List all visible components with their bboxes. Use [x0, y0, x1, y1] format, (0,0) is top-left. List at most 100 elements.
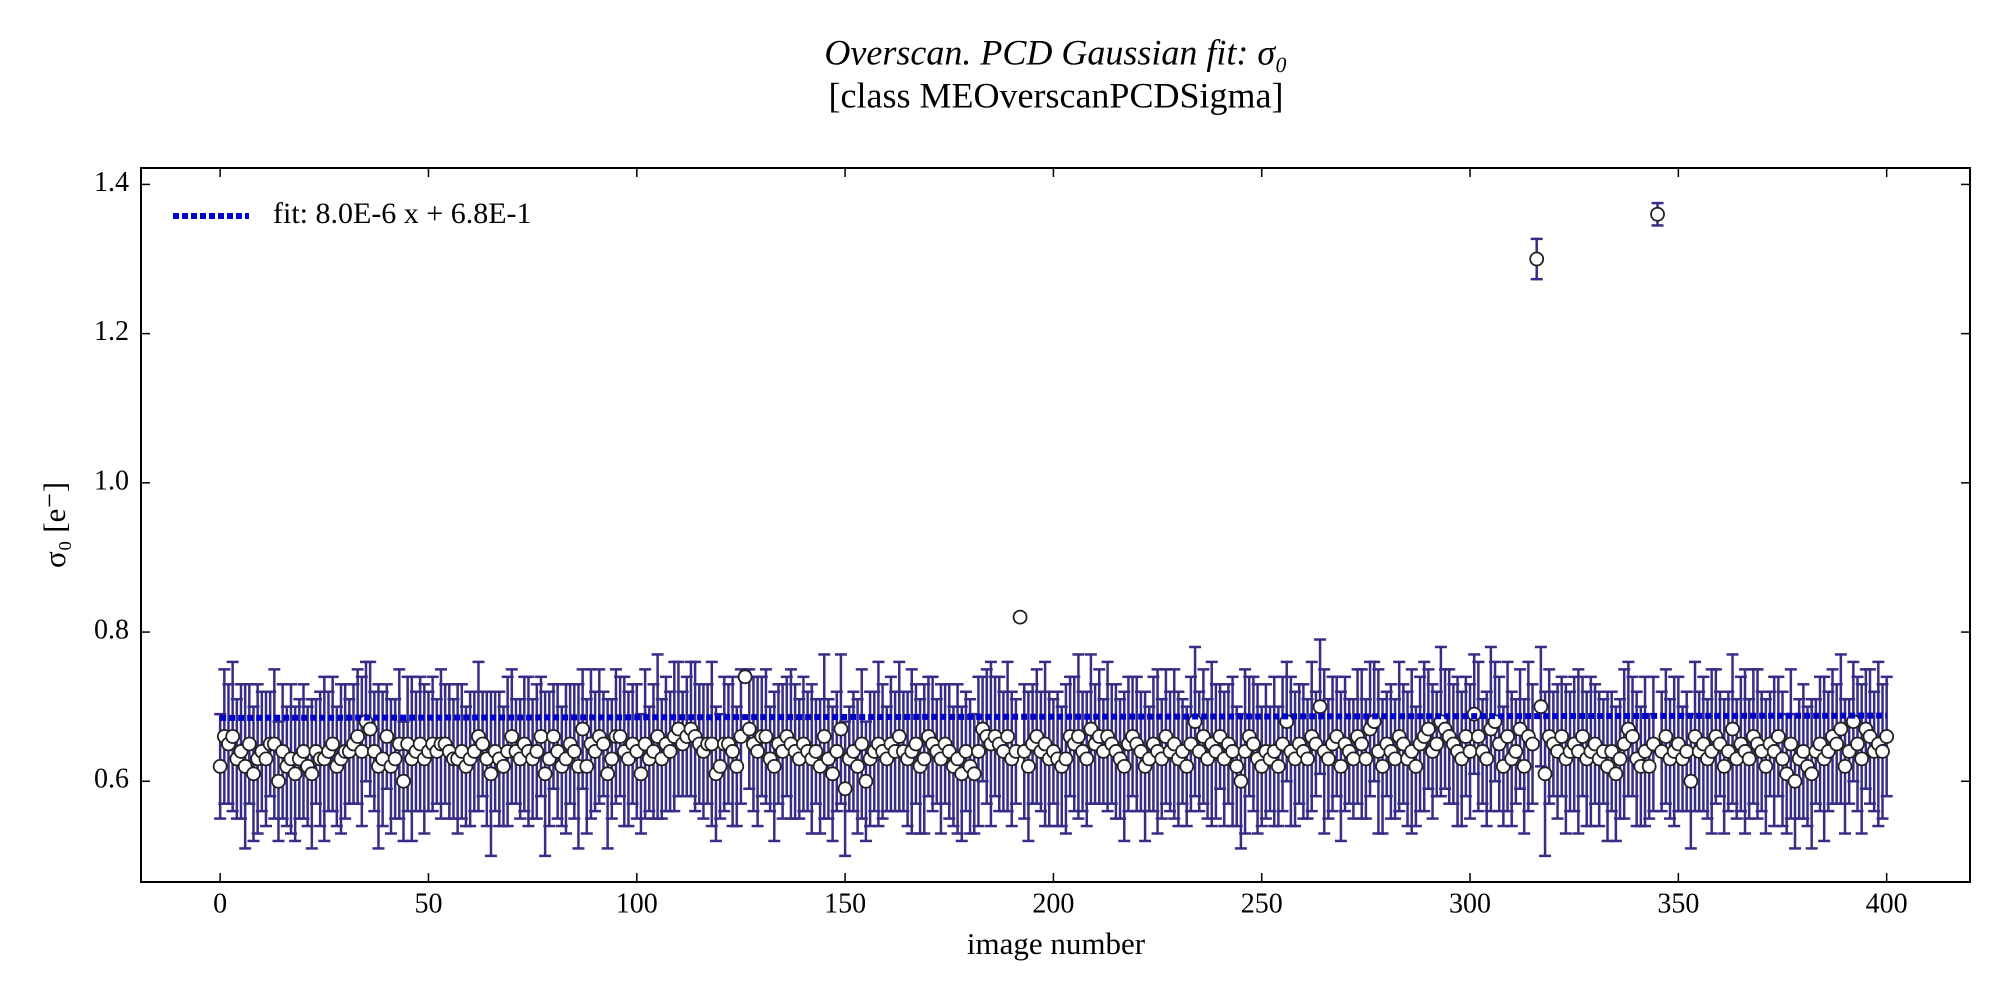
point	[662, 744, 678, 759]
x-tick-label: 100	[616, 888, 658, 919]
point	[1837, 758, 1853, 774]
point	[712, 758, 728, 774]
y-tick-label: 0.8	[94, 614, 129, 645]
point	[1470, 729, 1486, 744]
point	[246, 766, 261, 782]
point	[1533, 699, 1549, 715]
point	[483, 766, 499, 782]
point	[1358, 751, 1374, 767]
point	[1787, 773, 1803, 789]
chart-title: Overscan. PCD Gaussian fit: σ₀	[824, 32, 1287, 72]
point	[1458, 729, 1474, 744]
point	[1625, 729, 1640, 744]
legend-label: fit: 8.0E-6 x + 6.8E-1	[273, 197, 532, 230]
point	[1658, 729, 1674, 744]
point	[1408, 758, 1424, 774]
point	[258, 751, 274, 767]
point	[271, 773, 286, 789]
point	[1854, 751, 1870, 767]
point	[958, 744, 974, 759]
x-tick-label: 250	[1241, 888, 1283, 919]
point	[1554, 729, 1570, 744]
point	[579, 758, 595, 774]
point	[837, 781, 853, 797]
point	[1608, 766, 1624, 782]
chart-subtitle: [class MEOverscanPCDSigma]	[829, 75, 1284, 115]
point	[354, 744, 370, 759]
point	[966, 766, 982, 782]
point	[1529, 251, 1545, 267]
y-tick-label: 1.2	[94, 316, 129, 347]
point	[1650, 206, 1665, 222]
point	[1345, 751, 1361, 767]
point	[529, 744, 545, 759]
point	[1312, 699, 1328, 715]
point	[1429, 736, 1445, 752]
point	[1320, 751, 1336, 767]
point	[1179, 758, 1195, 774]
x-tick-label: 300	[1449, 888, 1491, 919]
point	[766, 758, 782, 774]
point	[1079, 751, 1095, 767]
point	[504, 729, 520, 744]
point	[1462, 744, 1478, 759]
point	[475, 736, 491, 752]
point	[612, 729, 628, 744]
y-tick-label: 0.6	[94, 764, 129, 795]
point	[362, 721, 378, 737]
point	[387, 751, 403, 767]
point	[808, 744, 824, 759]
point	[287, 766, 303, 782]
point	[1575, 729, 1590, 744]
point	[1270, 758, 1286, 774]
point	[1783, 736, 1799, 752]
point	[633, 766, 649, 782]
point	[575, 721, 591, 737]
point	[854, 736, 870, 752]
point	[1387, 751, 1403, 767]
point	[1420, 721, 1436, 737]
point	[533, 729, 549, 744]
point	[546, 729, 561, 744]
point	[1879, 729, 1895, 744]
point	[1225, 744, 1240, 759]
point	[1770, 729, 1786, 744]
point	[1354, 736, 1370, 752]
point	[325, 736, 341, 752]
point	[596, 736, 611, 752]
point	[1875, 744, 1890, 759]
x-tick-label: 150	[824, 888, 866, 919]
point	[304, 766, 320, 782]
point	[225, 729, 241, 744]
point	[1829, 736, 1845, 752]
point	[1833, 721, 1849, 737]
point	[1300, 751, 1315, 767]
point	[396, 773, 411, 789]
point	[1741, 751, 1757, 767]
point	[1516, 758, 1532, 774]
point	[600, 766, 616, 782]
x-tick-label: 50	[414, 888, 442, 919]
point	[1850, 736, 1865, 752]
point	[741, 721, 757, 737]
point	[379, 729, 395, 744]
plot-frame	[140, 167, 1971, 883]
point	[496, 758, 511, 774]
point	[850, 758, 866, 774]
x-tick-label: 200	[1032, 888, 1074, 919]
point	[725, 744, 741, 759]
point	[1021, 758, 1036, 774]
point	[1525, 736, 1540, 752]
point	[1375, 758, 1390, 774]
point	[566, 744, 582, 759]
point	[737, 669, 753, 685]
x-tick-label: 0	[213, 888, 227, 919]
point	[1775, 751, 1790, 767]
point	[1500, 729, 1515, 744]
point	[1058, 751, 1074, 767]
point	[212, 758, 228, 774]
point	[858, 773, 874, 789]
point	[704, 736, 720, 752]
y-tick-label: 1.0	[94, 465, 129, 496]
